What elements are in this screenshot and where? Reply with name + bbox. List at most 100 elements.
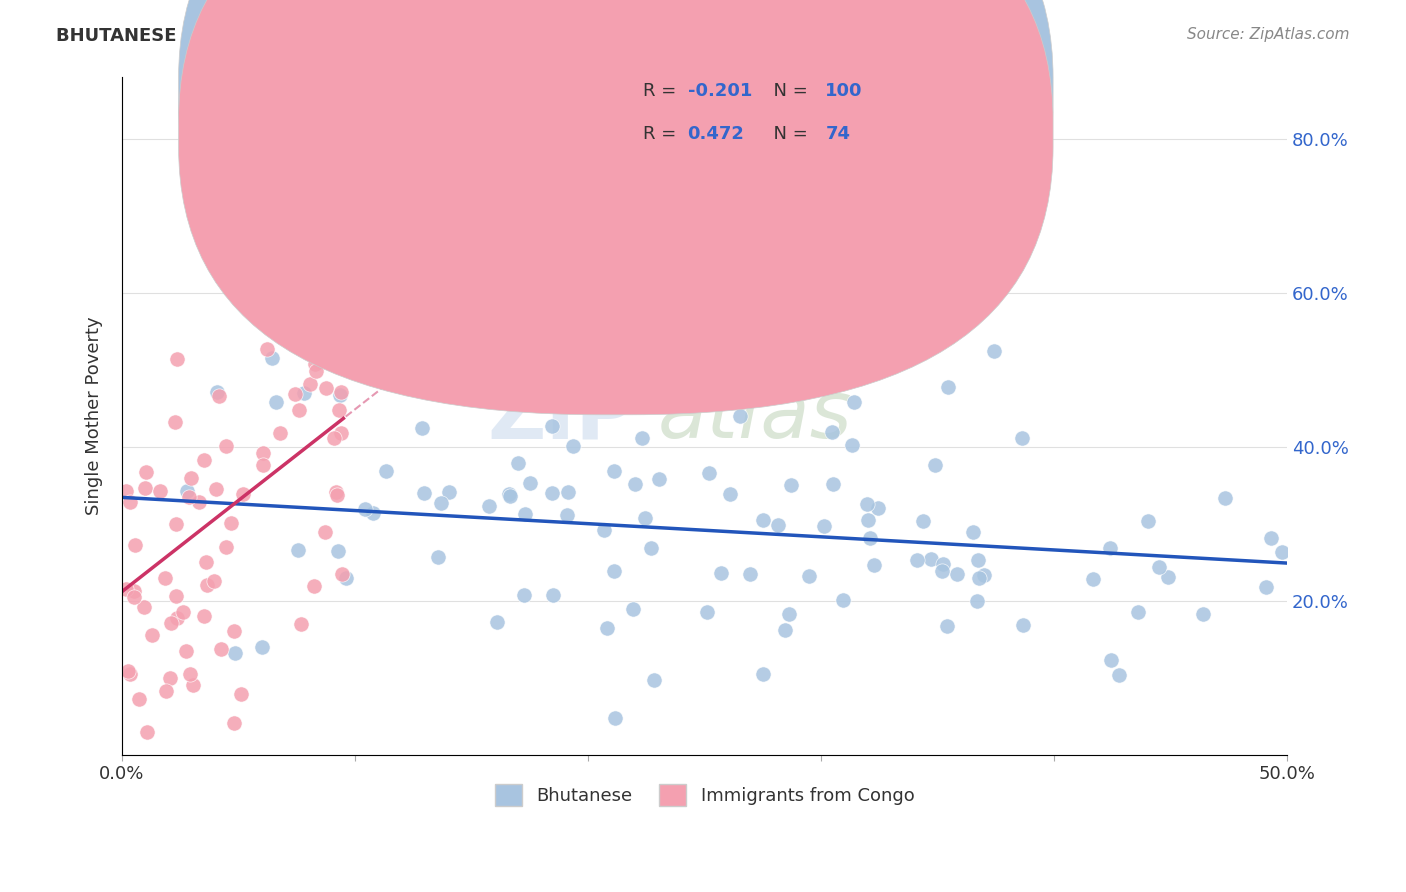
Point [936,379,959,393]
Point [264,395,287,409]
Point [643,673,665,687]
Point [592,523,614,537]
Point [269,426,291,441]
Point [128,691,150,706]
Point [912,514,935,528]
Point [813,519,835,533]
Point [905,553,928,567]
Point [250,174,273,188]
Point [821,425,844,440]
Point [245,289,267,303]
Point [498,487,520,501]
Point [557,485,579,500]
Point [136,724,159,739]
Point [180,471,202,485]
Point [165,516,187,531]
Point [177,490,200,504]
Point [1271,545,1294,559]
Point [315,381,337,395]
Point [114,582,136,597]
Point [181,678,204,692]
Point [1108,667,1130,681]
Point [155,571,177,585]
Point [174,644,197,658]
Point [413,486,436,500]
Point [966,594,988,608]
Point [967,571,990,585]
Point [323,431,346,445]
Point [596,621,619,635]
Point [519,475,541,490]
Point [506,456,529,470]
Point [270,317,292,331]
Point [1126,605,1149,619]
Point [329,388,352,402]
Text: atlas: atlas [658,377,852,455]
Text: R =: R = [643,82,682,100]
Point [411,420,433,434]
Point [134,599,156,614]
Point [361,507,384,521]
Point [541,419,564,434]
Point [946,567,969,582]
Point [118,666,141,681]
Point [935,619,957,633]
Point [486,615,509,629]
Point [179,666,201,681]
Point [430,496,453,510]
Point [166,351,188,366]
Point [718,487,741,501]
Point [738,567,761,582]
Point [252,458,274,472]
Point [437,484,460,499]
Point [335,571,357,585]
Point [326,488,349,502]
Point [541,486,564,500]
Point [330,567,353,582]
Point [832,593,855,607]
Point [215,439,238,453]
Point [202,574,225,589]
Point [165,415,187,429]
Point [1099,652,1122,666]
Y-axis label: Single Mother Poverty: Single Mother Poverty [86,317,103,516]
Point [775,624,797,638]
Point [823,477,845,491]
Point [603,711,626,725]
Point [224,715,246,730]
Point [256,343,278,357]
Point [1098,541,1121,555]
Text: 0.472: 0.472 [688,125,744,143]
Point [863,558,886,572]
Point [188,495,211,509]
Point [219,516,242,530]
Point [498,489,520,503]
Point [931,558,953,572]
Text: BHUTANESE VS IMMIGRANTS FROM CONGO SINGLE MOTHER POVERTY CORRELATION CHART: BHUTANESE VS IMMIGRANTS FROM CONGO SINGL… [56,27,986,45]
Point [308,352,330,367]
Point [1136,514,1159,528]
Point [114,484,136,499]
Point [1192,607,1215,622]
Point [122,583,145,598]
Point [983,343,1005,358]
Point [648,472,671,486]
Point [515,507,537,521]
Point [973,567,995,582]
Point [924,458,946,473]
Point [634,399,657,413]
Point [780,478,803,492]
Point [195,578,218,592]
Point [141,628,163,642]
Point [374,463,396,477]
Point [314,524,336,539]
Point [165,589,187,603]
Text: R =: R = [643,125,682,143]
Point [1260,531,1282,545]
Point [302,579,325,593]
Point [1011,618,1033,632]
Point [624,477,647,491]
Text: -0.201: -0.201 [688,82,752,100]
Point [224,624,246,638]
Point [354,501,377,516]
